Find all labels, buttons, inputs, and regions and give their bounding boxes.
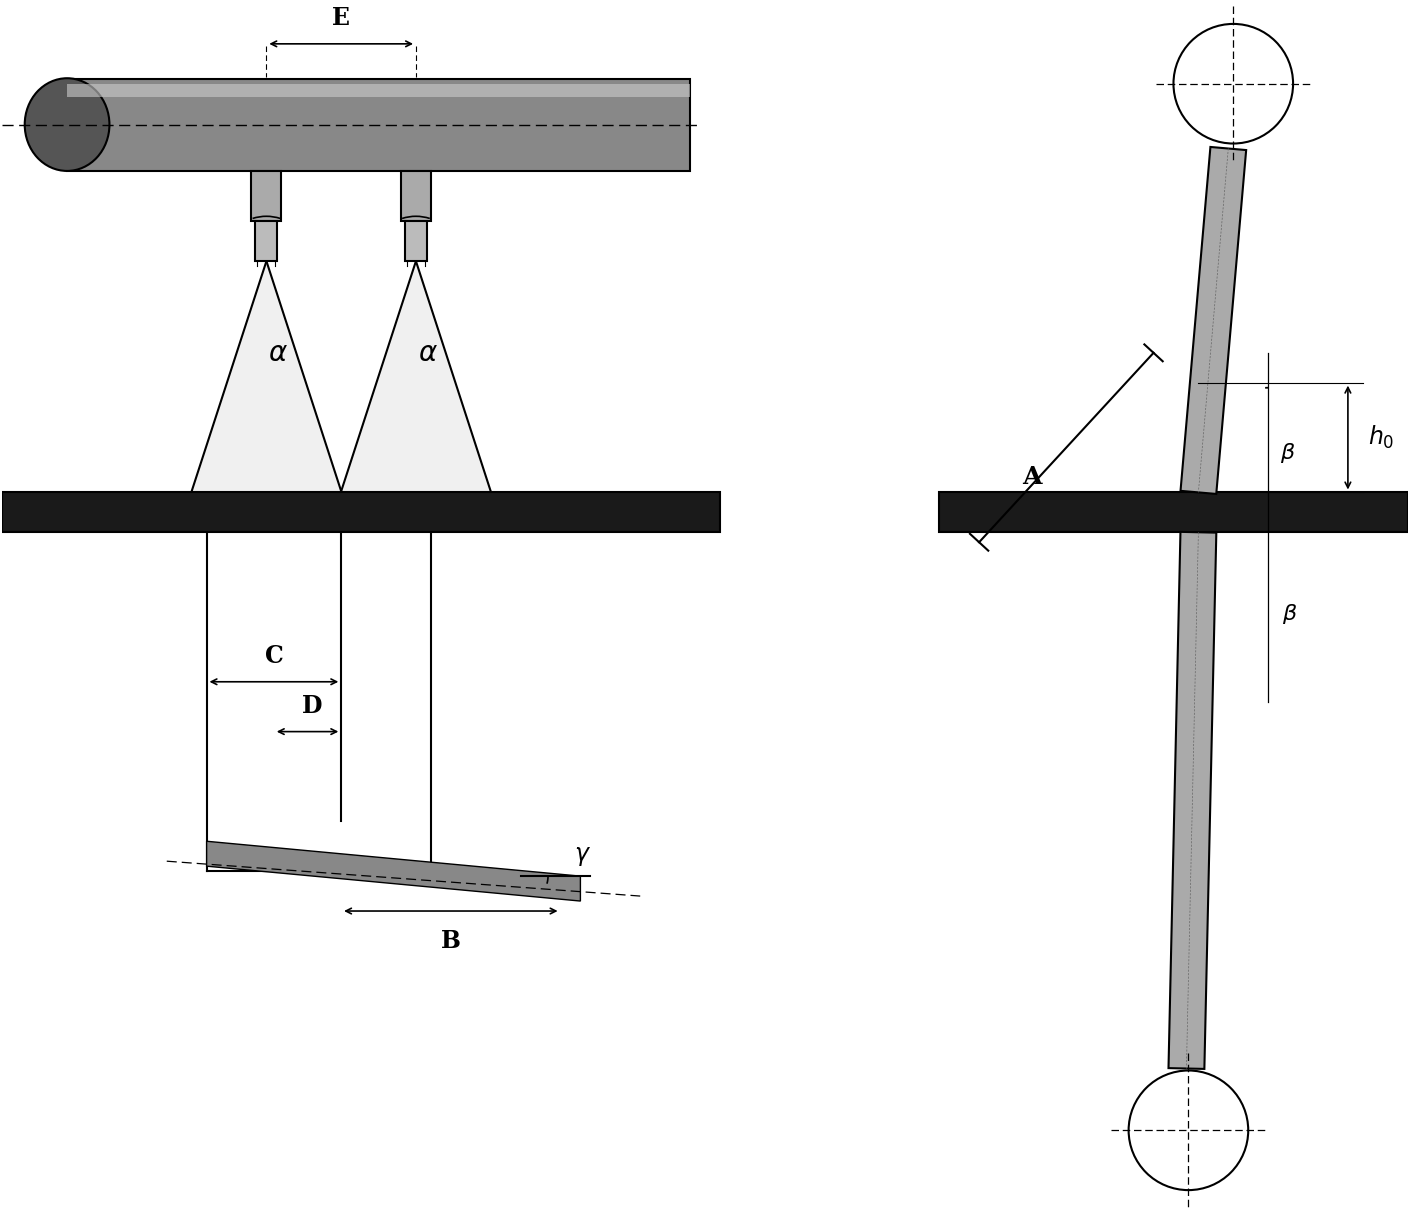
Text: $\gamma$: $\gamma$ (574, 845, 591, 867)
Polygon shape (3, 492, 721, 532)
Ellipse shape (25, 78, 110, 172)
Polygon shape (1180, 147, 1246, 494)
Polygon shape (207, 842, 581, 902)
Polygon shape (1169, 532, 1217, 1069)
Polygon shape (192, 261, 341, 492)
Polygon shape (400, 172, 431, 222)
Text: $\alpha$: $\alpha$ (268, 341, 288, 367)
Text: B: B (441, 929, 461, 953)
Polygon shape (341, 261, 491, 492)
Text: $h_0$: $h_0$ (1368, 424, 1394, 451)
Text: $\beta$: $\beta$ (1282, 601, 1297, 626)
Text: A: A (1022, 466, 1041, 490)
Text: $\alpha$: $\alpha$ (417, 341, 439, 367)
Polygon shape (405, 222, 427, 261)
Polygon shape (251, 172, 282, 222)
Polygon shape (939, 492, 1407, 532)
Text: D: D (302, 693, 323, 718)
Polygon shape (68, 78, 689, 172)
Polygon shape (68, 83, 689, 97)
Text: C: C (265, 644, 283, 668)
Text: E: E (333, 6, 350, 29)
Polygon shape (255, 222, 278, 261)
Text: $\beta$: $\beta$ (1280, 441, 1296, 464)
